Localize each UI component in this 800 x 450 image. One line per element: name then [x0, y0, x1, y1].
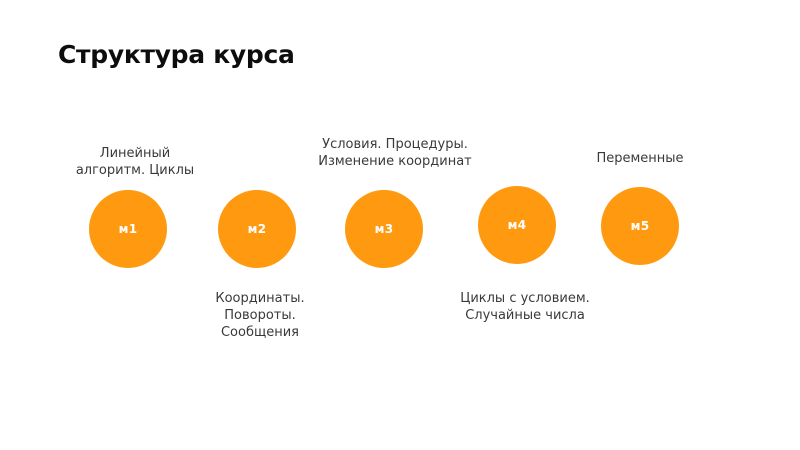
- module-2-label: м2: [247, 222, 267, 236]
- module-1-caption: Линейный алгоритм. Циклы: [75, 146, 195, 178]
- module-2-caption: Координаты. Повороты. Сообщения: [215, 291, 305, 340]
- module-3-circle: м3: [345, 190, 423, 268]
- module-4-label: м4: [507, 218, 527, 232]
- module-5-caption: Переменные: [596, 151, 684, 166]
- module-5-label: м5: [630, 219, 650, 233]
- module-4-circle: м4: [478, 186, 556, 264]
- module-3-label: м3: [374, 222, 394, 236]
- module-2-circle: м2: [218, 190, 296, 268]
- module-5-circle: м5: [601, 187, 679, 265]
- module-1-circle: м1: [89, 190, 167, 268]
- module-3-caption: Условия. Процедуры. Изменение координат: [318, 137, 472, 169]
- slide-title: Структура курса: [58, 40, 295, 69]
- module-4-caption: Циклы с условием. Случайные числа: [460, 291, 590, 323]
- module-1-label: м1: [118, 222, 138, 236]
